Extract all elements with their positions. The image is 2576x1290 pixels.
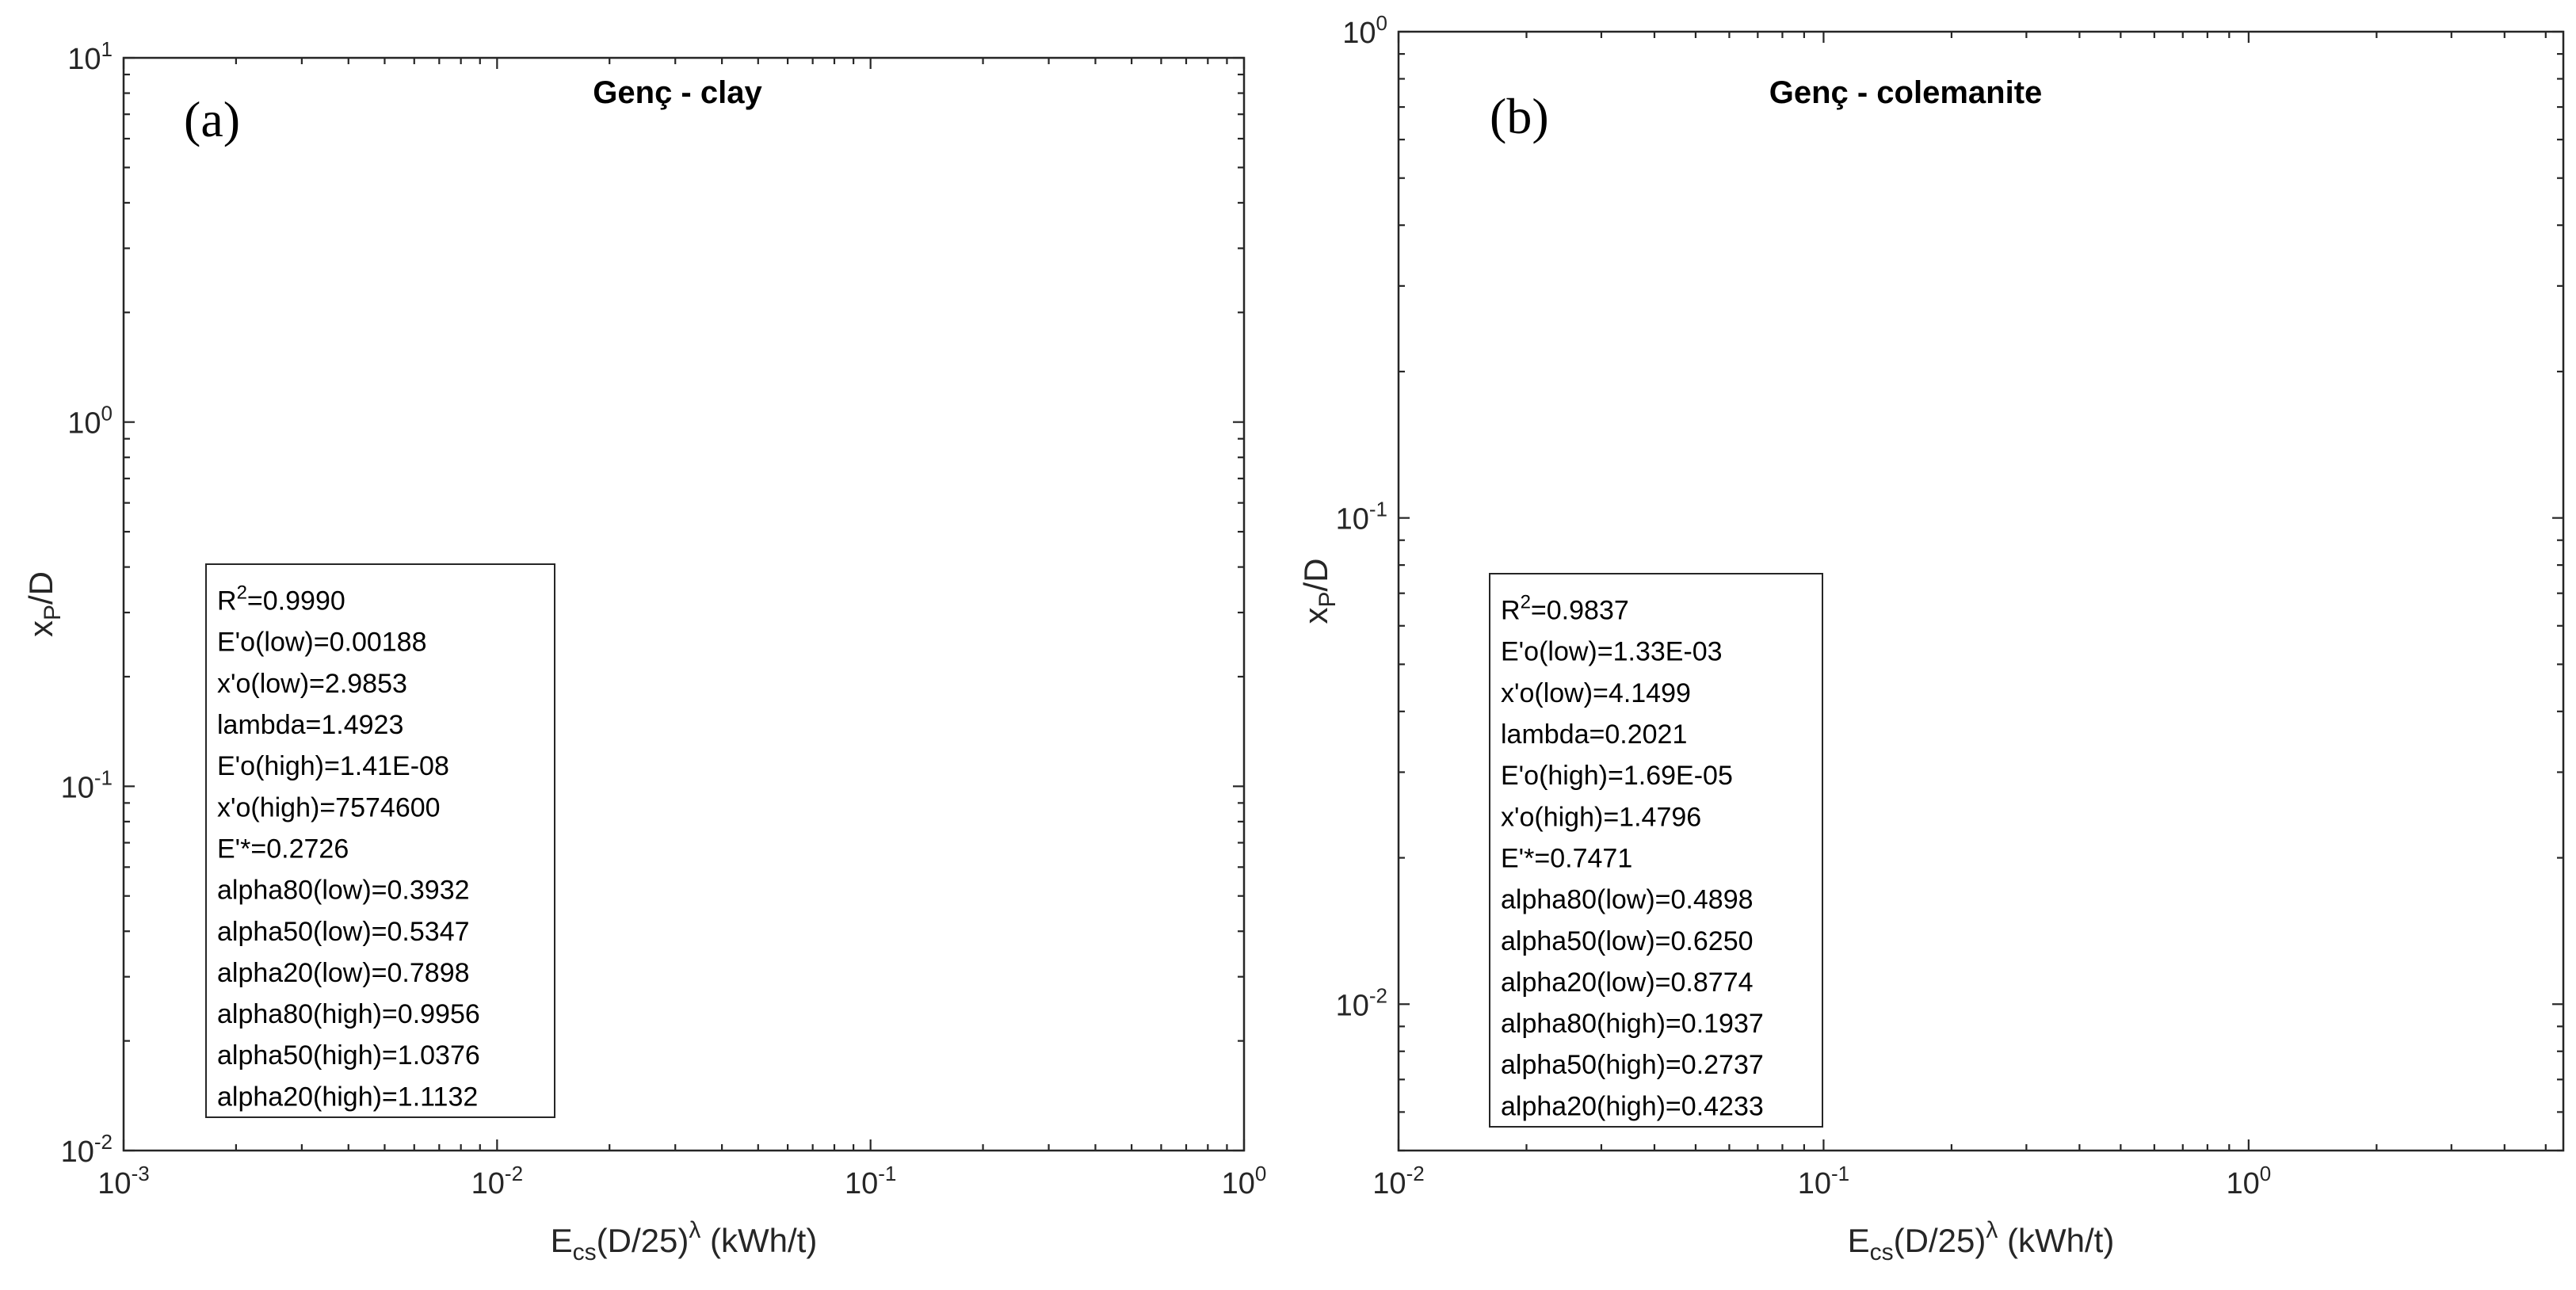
parameter-line: E'o(high)=1.69E-05 <box>1501 761 1733 791</box>
parameter-line: lambda=1.4923 <box>217 710 403 740</box>
x-tick-label: 100 <box>2226 1162 2271 1200</box>
parameter-box: R2=0.9837 E'o(low)=1.33E-03 x'o(low)=4.149… <box>1489 573 1823 1128</box>
panel-label: (a) <box>184 91 240 147</box>
x-tick-label: 10-1 <box>845 1162 896 1200</box>
parameter-line: alpha50(high)=0.2737 <box>1501 1050 1764 1080</box>
parameter-line: E'*=0.7471 <box>1501 843 1632 873</box>
parameter-line: E'o(low)=1.33E-03 <box>1501 637 1723 667</box>
ticks <box>122 56 1246 1152</box>
x-axis-label: Ecs(D/25)λ (kWh/t) <box>551 1217 818 1265</box>
y-tick-label: 10-2 <box>1336 983 1387 1022</box>
parameter-box-frame <box>1489 573 1823 1128</box>
x-tick-label: 100 <box>1222 1162 1267 1200</box>
parameter-line: E'o(low)=0.00188 <box>217 628 427 658</box>
parameter-line: x'o(low)=4.1499 <box>1501 678 1691 708</box>
parameter-line: alpha20(high)=0.4233 <box>1501 1091 1764 1121</box>
x-tick-label: 10-1 <box>1798 1162 1849 1200</box>
x-axis-label: Ecs(D/25)λ (kWh/t) <box>1848 1217 2115 1265</box>
parameter-line: alpha50(low)=0.6250 <box>1501 926 1754 956</box>
panel-b: 10-2 10-1 100 10-2 10-1 100 Ecs(D/25)λ (kWh/t)… <box>1297 11 2565 1265</box>
y-tick-label: 10-1 <box>61 765 113 804</box>
chart-title: Genç - colemanite <box>1769 75 2043 110</box>
parameter-line: x'o(high)=7574600 <box>217 792 441 822</box>
ticks <box>1397 30 2563 1152</box>
parameter-line: alpha80(high)=0.9956 <box>217 999 480 1029</box>
y-tick-label: 101 <box>67 37 113 76</box>
parameter-line: R2=0.9837 <box>1501 592 1629 626</box>
parameter-line: x'o(high)=1.4796 <box>1501 802 1701 832</box>
parameter-line: R2=0.9990 <box>217 582 345 616</box>
panel-a: 10-3 10-2 10-1 10010-210-1100101Ecs(D/25)λ … <box>22 37 1266 1265</box>
panel-label: (b) <box>1490 88 1549 144</box>
parameter-box: R2=0.9990 E'o(low)=0.00188 x'o(low)=2.9853… <box>205 563 555 1118</box>
parameter-line: alpha80(high)=0.1937 <box>1501 1009 1764 1039</box>
chart-title: Genç - clay <box>593 75 762 110</box>
parameter-line: E'*=0.2726 <box>217 834 349 864</box>
parameter-line: alpha20(high)=1.1132 <box>217 1082 478 1112</box>
parameter-box-frame <box>205 563 555 1118</box>
x-tick-label: 10-2 <box>471 1162 523 1200</box>
y-tick-label: 10-1 <box>1336 498 1387 536</box>
y-axis-label: xP/D <box>22 571 66 637</box>
parameter-line: alpha80(low)=0.3932 <box>217 876 470 906</box>
x-tick-label: 10-2 <box>1372 1162 1424 1200</box>
parameter-line: lambda=0.2021 <box>1501 719 1687 750</box>
y-axis-label: xP/D <box>1297 558 1341 624</box>
y-tick-label: 100 <box>67 402 113 441</box>
parameter-line: alpha50(low)=0.5347 <box>217 917 470 947</box>
parameter-line: alpha20(low)=0.7898 <box>217 958 470 988</box>
parameter-line: alpha80(low)=0.4898 <box>1501 885 1754 915</box>
parameter-line: alpha20(low)=0.8774 <box>1501 968 1754 998</box>
y-tick-label: 10-2 <box>61 1130 113 1169</box>
parameter-line: E'o(high)=1.41E-08 <box>217 751 449 781</box>
parameter-line: alpha50(high)=1.0376 <box>217 1040 480 1071</box>
parameter-line: x'o(low)=2.9853 <box>217 669 407 699</box>
y-tick-label: 100 <box>1342 11 1387 50</box>
x-tick-label: 10-3 <box>97 1162 149 1200</box>
